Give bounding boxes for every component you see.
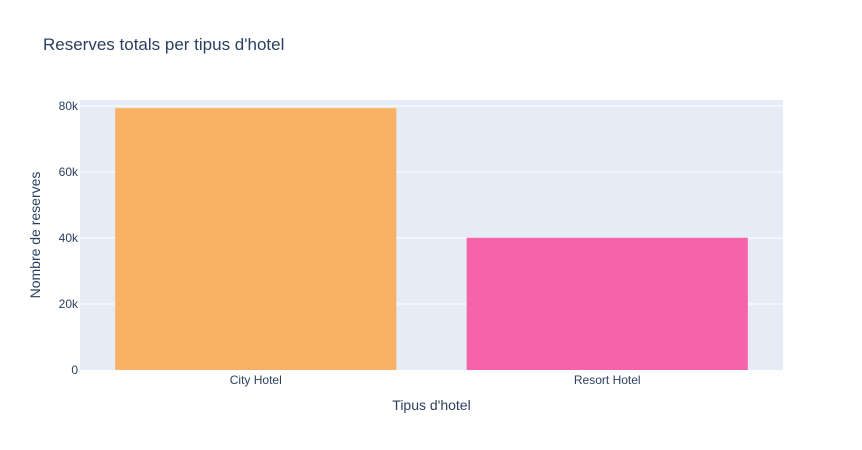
x-axis-ticks: City Hotel Resort Hotel — [230, 373, 641, 387]
y-axis-ticks: 0 20k 40k 60k 80k — [59, 99, 79, 377]
chart-title: Reserves totals per tipus d'hotel — [43, 35, 284, 54]
bars — [115, 108, 748, 371]
y-tick-label: 60k — [59, 165, 79, 179]
y-tick-label: 0 — [71, 363, 78, 377]
x-axis-title: Tipus d'hotel — [392, 397, 470, 413]
y-tick-label: 20k — [59, 297, 79, 311]
bar-resort-hotel — [466, 237, 748, 370]
x-tick-label: Resort Hotel — [574, 373, 641, 387]
y-axis-title: Nombre de reserves — [27, 172, 43, 299]
x-tick-label: City Hotel — [230, 373, 282, 387]
bar-city-hotel — [115, 108, 397, 371]
y-tick-label: 80k — [59, 99, 79, 113]
y-tick-label: 40k — [59, 231, 79, 245]
